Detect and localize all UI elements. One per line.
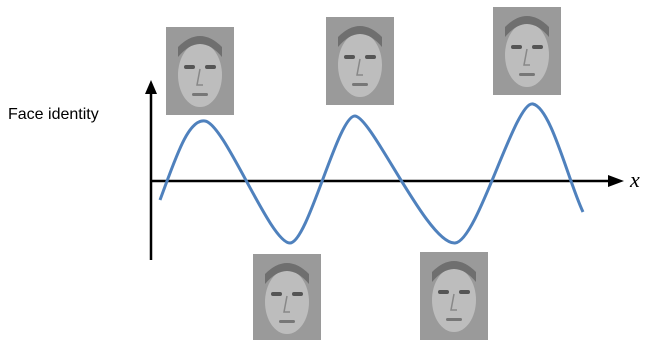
x-axis-arrow: [608, 175, 624, 187]
face-image: [326, 17, 394, 105]
face-image: [493, 7, 561, 95]
face-image: [166, 27, 234, 115]
face-image: [253, 254, 321, 340]
face-images: [166, 7, 561, 340]
y-axis-arrow: [145, 80, 157, 94]
curve: [160, 104, 583, 243]
y-axis-label: Face identity: [8, 106, 99, 123]
x-axis-label: x: [629, 167, 640, 192]
diagram: Face identity x: [0, 0, 649, 340]
face-image: [420, 252, 488, 340]
